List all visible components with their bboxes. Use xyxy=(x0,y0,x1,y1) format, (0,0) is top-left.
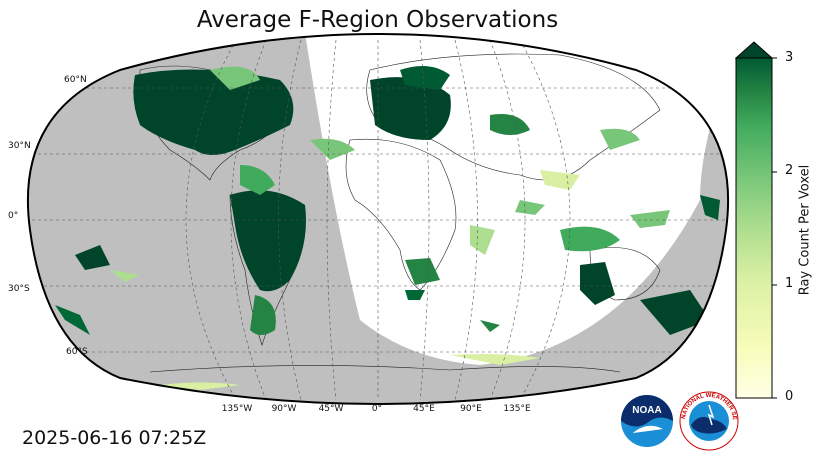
colorbar-tick-3: 3 xyxy=(785,50,794,65)
timestamp: 2025-06-16 07:25Z xyxy=(22,427,207,449)
nws-logo: NATIONAL WEATHER SERVICE xyxy=(679,391,739,451)
graticule xyxy=(27,39,729,401)
lat-label-30s: 30°S xyxy=(8,284,30,294)
observation-density xyxy=(55,66,720,390)
lat-label-30n: 30°N xyxy=(8,141,31,151)
noaa-logo-text: NOAA xyxy=(632,405,661,416)
lat-label-60s: 60°S xyxy=(66,347,88,357)
lat-label-0: 0° xyxy=(8,211,19,221)
lat-label-60n: 60°N xyxy=(64,75,87,85)
colorbar-label: Ray Count Per Voxel xyxy=(797,164,813,296)
colorbar xyxy=(734,41,777,399)
map-boundary xyxy=(26,33,730,405)
map-title: Average F-Region Observations xyxy=(196,7,559,33)
lon-label-90e: 90°E xyxy=(460,404,482,414)
colorbar-tick-0: 0 xyxy=(785,389,794,404)
lon-label-135e: 135°E xyxy=(503,404,531,414)
lon-label-45e: 45°E xyxy=(413,404,435,414)
colorbar-tick-2: 2 xyxy=(785,163,794,178)
noaa-logo: NOAA xyxy=(621,395,673,447)
colorbar-tick-1: 1 xyxy=(785,276,794,291)
lon-label-135w: 135°W xyxy=(221,404,253,414)
lon-label-45w: 45°W xyxy=(318,404,344,414)
lon-label-0: 0° xyxy=(371,404,383,414)
lon-label-90w: 90°W xyxy=(271,404,297,414)
